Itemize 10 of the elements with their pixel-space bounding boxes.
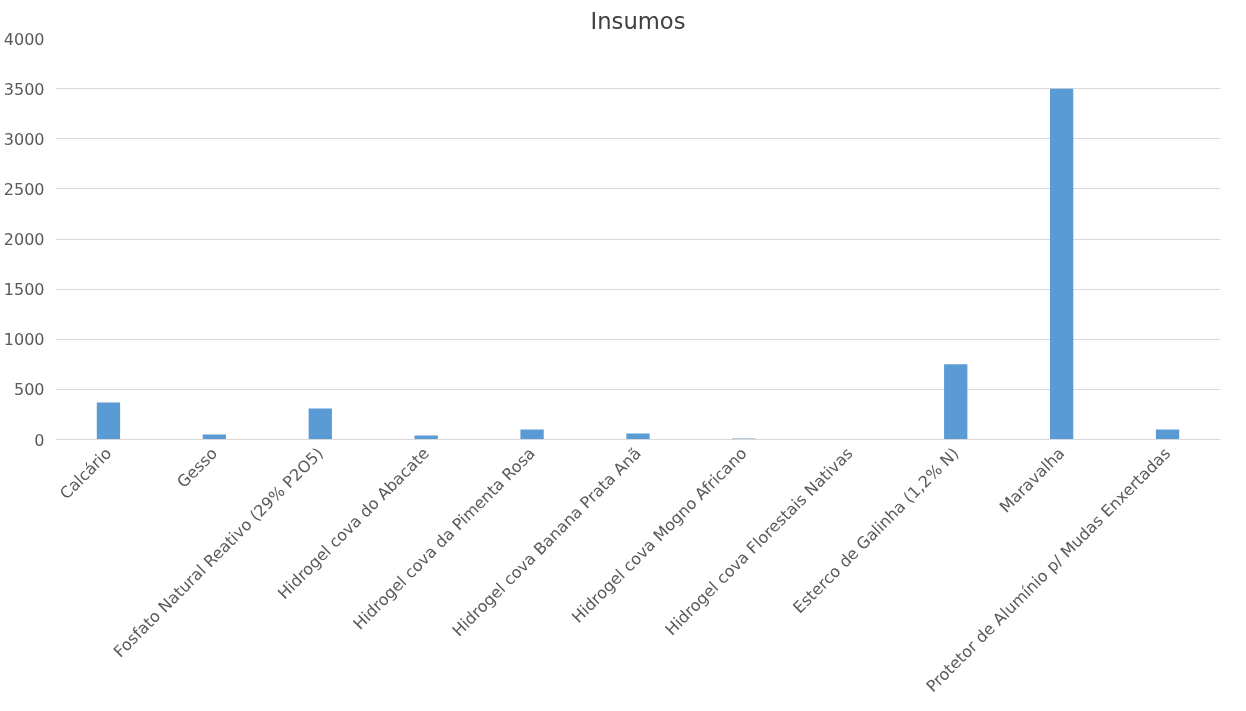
y-tick-label: 4000 [3,29,45,49]
y-tick-label: 2000 [3,230,45,249]
y-tick-label: 1500 [3,280,45,300]
chart-title: Insumos [590,7,686,34]
y-tick-label: 0 [34,430,45,450]
y-tick-label: 3000 [3,129,45,149]
y-tick-label: 3500 [3,79,45,99]
y-tick-label: 500 [13,380,45,400]
y-tick-label: 1000 [3,330,45,350]
y-tick-label: 2500 [3,179,45,199]
